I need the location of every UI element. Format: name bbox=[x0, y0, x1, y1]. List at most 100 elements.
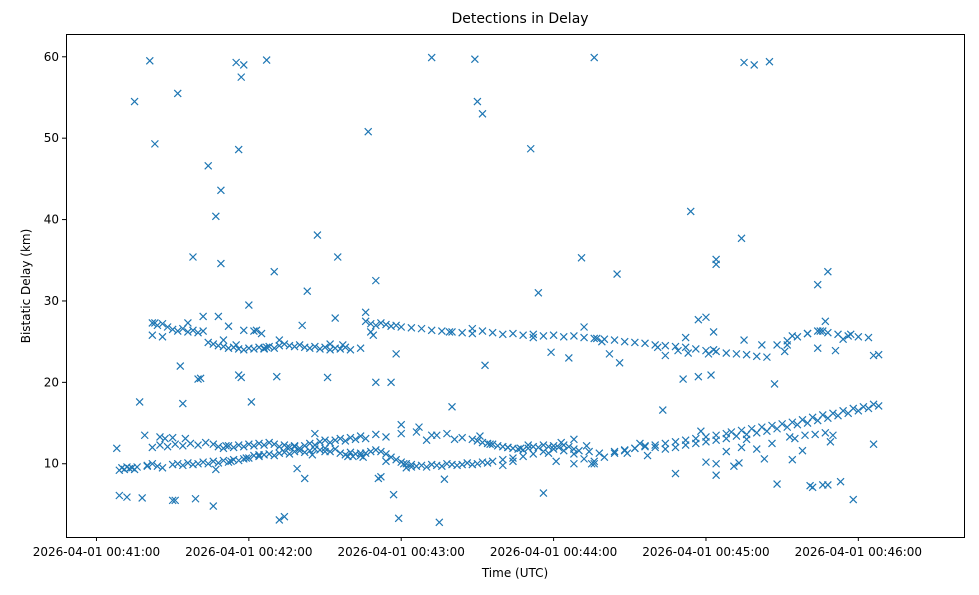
data-point-marker bbox=[262, 343, 271, 352]
data-point-marker bbox=[346, 448, 355, 457]
data-point-marker bbox=[463, 459, 472, 467]
data-point-marker bbox=[752, 352, 761, 361]
data-point-marker bbox=[836, 477, 845, 486]
data-point-marker bbox=[524, 441, 533, 449]
data-point-marker bbox=[148, 319, 157, 327]
data-point-marker bbox=[681, 343, 690, 352]
data-point-marker bbox=[798, 446, 807, 455]
data-point-marker bbox=[473, 459, 482, 468]
data-point-marker bbox=[371, 430, 380, 439]
data-point-marker bbox=[173, 89, 182, 98]
data-point-marker bbox=[270, 267, 279, 276]
data-point-marker bbox=[762, 353, 771, 362]
data-point-marker bbox=[623, 449, 632, 458]
data-point-marker bbox=[473, 97, 482, 106]
data-point-marker bbox=[133, 463, 142, 471]
data-point-marker bbox=[742, 350, 751, 359]
data-point-marker bbox=[156, 432, 164, 441]
data-point-marker bbox=[389, 490, 398, 499]
data-point-marker bbox=[818, 327, 827, 336]
data-point-marker bbox=[189, 253, 197, 261]
data-point-marker bbox=[445, 327, 454, 336]
data-point-marker bbox=[135, 397, 144, 406]
data-point-marker bbox=[712, 260, 721, 269]
data-point-marker bbox=[554, 443, 563, 452]
data-point-marker bbox=[691, 434, 700, 443]
data-point-marker bbox=[265, 438, 274, 447]
data-point-marker bbox=[338, 340, 347, 349]
data-point-marker bbox=[808, 413, 817, 422]
data-point-marker bbox=[443, 429, 451, 438]
data-point-marker bbox=[346, 433, 355, 442]
data-point-marker bbox=[194, 441, 202, 449]
data-point-marker bbox=[526, 144, 535, 153]
data-point-marker bbox=[549, 331, 558, 340]
data-point-marker bbox=[859, 402, 868, 411]
data-point-marker bbox=[564, 354, 573, 362]
data-point-marker bbox=[382, 432, 390, 441]
data-point-marker bbox=[592, 334, 601, 343]
data-point-marker bbox=[803, 329, 812, 338]
data-point-marker bbox=[310, 429, 319, 438]
data-point-marker bbox=[356, 449, 365, 458]
data-point-marker bbox=[427, 326, 436, 335]
data-point-marker bbox=[760, 454, 769, 463]
y-axis: 10 20 30 40 50 60 bbox=[44, 50, 66, 471]
data-point-marker bbox=[488, 457, 497, 466]
data-point-marker bbox=[178, 461, 187, 470]
data-point-marker bbox=[211, 212, 220, 221]
data-point-marker bbox=[407, 463, 416, 471]
data-point-marker bbox=[821, 317, 830, 326]
data-point-marker bbox=[722, 349, 731, 357]
x-tick-label: 2026-04-01 00:43:00 bbox=[337, 545, 464, 559]
data-point-marker bbox=[224, 441, 233, 450]
data-point-marker bbox=[813, 344, 822, 353]
data-point-marker bbox=[397, 420, 406, 429]
data-point-marker bbox=[585, 447, 594, 456]
data-point-marker bbox=[691, 345, 700, 353]
data-point-marker bbox=[831, 346, 840, 355]
data-point-marker bbox=[392, 349, 401, 358]
data-point-marker bbox=[864, 333, 873, 342]
data-point-marker bbox=[224, 322, 233, 331]
y-tick-label: 60 bbox=[44, 50, 59, 64]
data-point-marker bbox=[826, 437, 835, 446]
data-point-marker bbox=[382, 320, 390, 329]
data-point-marker bbox=[524, 444, 533, 453]
data-point-marker bbox=[331, 436, 340, 445]
data-point-marker bbox=[829, 431, 837, 440]
data-point-marker bbox=[178, 399, 187, 408]
data-point-marker bbox=[196, 374, 205, 383]
data-point-marker bbox=[262, 56, 271, 64]
data-point-marker bbox=[371, 445, 380, 454]
data-point-marker bbox=[681, 436, 690, 445]
data-point-marker bbox=[239, 442, 248, 451]
data-point-marker bbox=[216, 259, 225, 268]
data-point-marker bbox=[569, 435, 578, 444]
data-point-marker bbox=[778, 419, 787, 428]
data-point-marker bbox=[785, 432, 794, 441]
data-point-marker bbox=[702, 313, 710, 322]
data-point-marker bbox=[326, 438, 335, 447]
data-point-marker bbox=[709, 327, 718, 336]
data-point-marker bbox=[255, 439, 263, 448]
data-point-marker bbox=[498, 455, 507, 464]
data-point-marker bbox=[620, 337, 629, 346]
data-point-marker bbox=[387, 378, 395, 387]
data-point-marker bbox=[371, 321, 380, 330]
data-point-marker bbox=[255, 450, 263, 459]
data-point-marker bbox=[204, 338, 213, 347]
data-point-marker bbox=[694, 372, 703, 381]
data-point-marker bbox=[569, 332, 578, 340]
data-point-marker bbox=[316, 345, 324, 353]
data-point-marker bbox=[305, 439, 314, 448]
data-point-marker bbox=[194, 328, 202, 337]
data-point-marker bbox=[773, 480, 781, 489]
data-point-marker bbox=[168, 325, 177, 334]
data-point-marker bbox=[333, 253, 342, 261]
data-point-marker bbox=[140, 431, 149, 440]
data-point-marker bbox=[686, 207, 695, 216]
data-point-marker bbox=[811, 430, 820, 439]
data-point-marker bbox=[539, 332, 548, 340]
